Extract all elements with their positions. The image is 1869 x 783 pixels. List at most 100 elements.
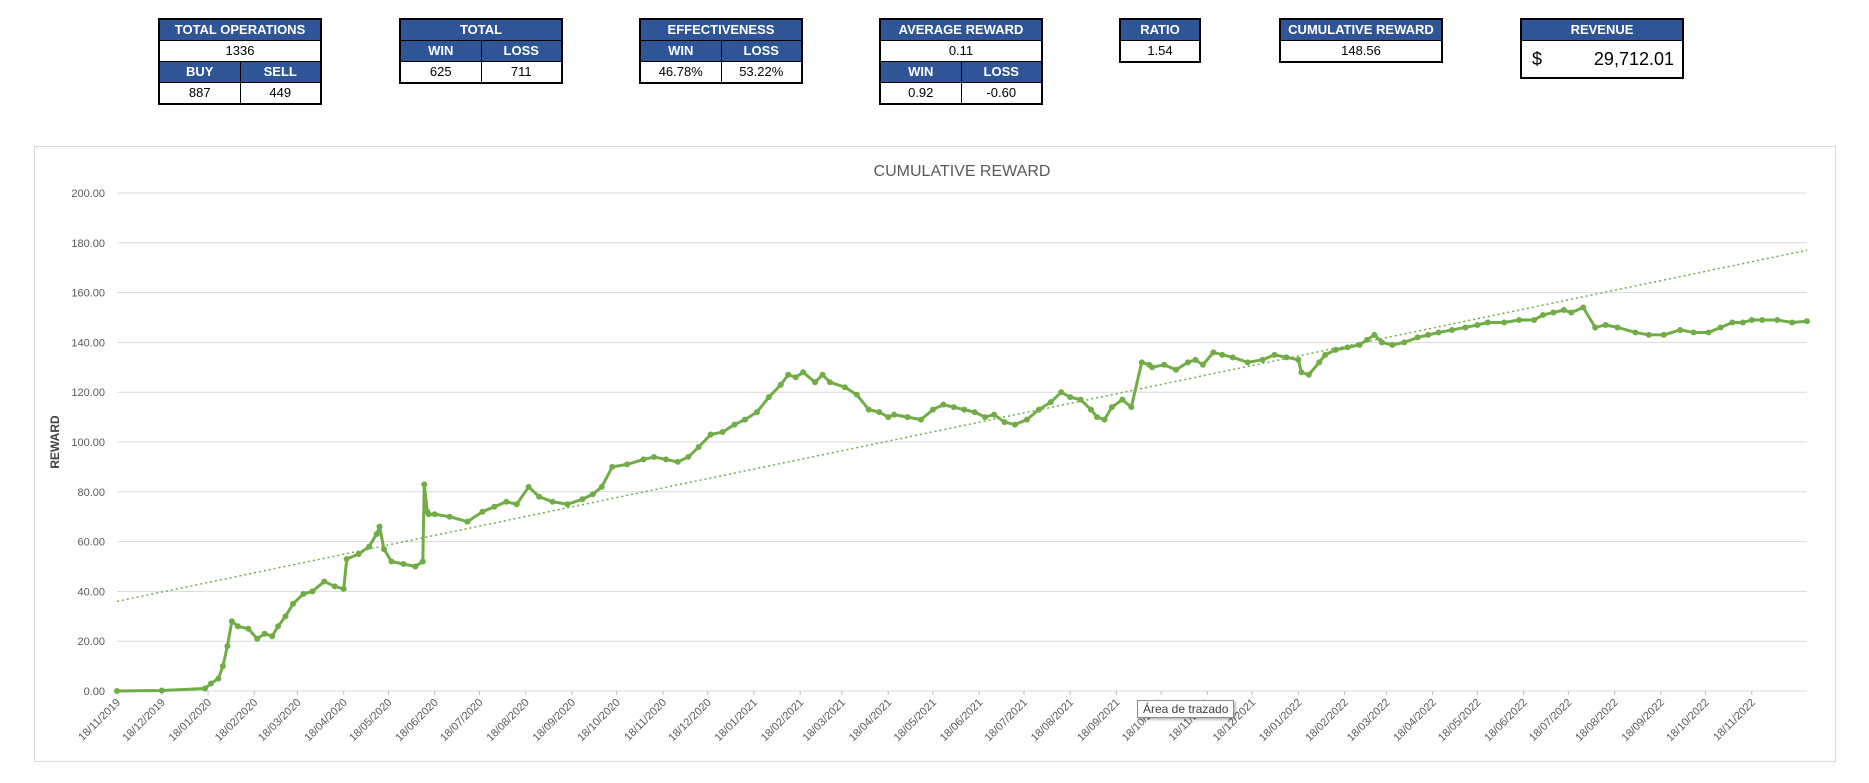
x-tick-label: 18/08/2022 (1573, 697, 1620, 744)
revenue-currency: $ (1532, 48, 1543, 69)
data-point (446, 513, 453, 520)
average-reward-header: AVERAGE REWARD (881, 20, 1041, 41)
data-point (1219, 351, 1226, 358)
data-point (1363, 336, 1370, 343)
data-point (841, 384, 848, 391)
data-point (640, 456, 647, 463)
data-point (388, 558, 395, 565)
data-point (1119, 396, 1126, 403)
data-point (777, 381, 784, 388)
data-point (812, 379, 819, 386)
data-point (400, 561, 407, 568)
data-point (1789, 319, 1796, 326)
x-tick-label: 18/03/2021 (801, 697, 848, 744)
data-point (1448, 326, 1455, 333)
data-point (321, 578, 328, 585)
average-reward-loss-label: LOSS (960, 62, 1041, 82)
data-point (741, 416, 748, 423)
data-point (275, 623, 282, 630)
data-point (1298, 369, 1305, 376)
data-point (885, 414, 892, 421)
revenue-header: REVENUE (1522, 20, 1682, 41)
ratio-header: RATIO (1121, 20, 1199, 41)
total-box: TOTAL WIN LOSS 625 711 (399, 18, 563, 84)
total-operations-value: 1336 (225, 43, 255, 58)
data-point (1705, 329, 1712, 336)
data-point (421, 481, 428, 488)
revenue-row: $ 29,712.01 (1522, 41, 1682, 77)
data-point (785, 371, 792, 378)
data-point (1660, 331, 1667, 338)
x-tick-label: 18/01/2022 (1257, 697, 1304, 744)
data-point (1161, 361, 1168, 368)
data-point (1516, 316, 1523, 323)
data-point (1316, 359, 1323, 366)
data-point (650, 453, 657, 460)
data-point (1592, 324, 1599, 331)
x-tick-label: 18/05/2020 (347, 697, 394, 744)
total-win-label: WIN (401, 41, 481, 61)
data-point (114, 688, 120, 694)
data-point (376, 523, 383, 530)
total-operations-header: TOTAL OPERATIONS (160, 20, 320, 41)
data-point (1067, 394, 1074, 401)
x-tick-label: 18/07/2020 (438, 697, 485, 744)
data-point (929, 406, 936, 413)
data-point (1568, 309, 1575, 316)
data-point (589, 491, 596, 498)
data-point (228, 618, 235, 625)
data-point (1047, 399, 1054, 406)
data-point (366, 543, 373, 550)
data-point (1389, 341, 1396, 348)
sell-label: SELL (239, 62, 320, 82)
data-point (1729, 319, 1736, 326)
data-point (479, 508, 486, 515)
data-point (1435, 329, 1442, 336)
data-point (1138, 359, 1145, 366)
data-point (662, 456, 669, 463)
average-reward-box: AVERAGE REWARD 0.11 WIN LOSS 0.92 -0.60 (879, 18, 1043, 105)
data-point (269, 633, 276, 640)
average-reward-loss-value: -0.60 (960, 83, 1042, 103)
data-point (564, 501, 571, 508)
y-tick-label: 140.00 (71, 337, 105, 349)
total-loss-label: LOSS (480, 41, 561, 61)
y-tick-label: 100.00 (71, 437, 105, 449)
data-point (224, 643, 231, 650)
average-reward-win-label: WIN (881, 62, 961, 82)
data-point (865, 406, 872, 413)
data-point (1173, 366, 1180, 373)
data-point (536, 493, 543, 500)
data-point (549, 498, 556, 505)
x-tick-label: 18/04/2022 (1391, 697, 1438, 744)
data-point (961, 406, 968, 413)
cumulative-reward-header: CUMULATIVE REWARD (1281, 20, 1441, 41)
series-line (116, 306, 1808, 693)
y-tick-label: 80.00 (77, 487, 105, 499)
data-point (1804, 318, 1810, 325)
data-point (412, 563, 419, 570)
chart-area[interactable]: CUMULATIVE REWARD 0.00 20.00 40.00 60.00 80.0… (34, 146, 1836, 762)
ratio-box: RATIO 1.54 (1119, 18, 1201, 63)
data-point (685, 453, 692, 460)
y-tick-label: 120.00 (71, 387, 105, 399)
x-tick-label: 18/06/2020 (393, 697, 440, 744)
data-point (1414, 334, 1421, 341)
x-tick-label: 18/09/2021 (1075, 697, 1122, 744)
data-point (1484, 319, 1491, 326)
data-point (1295, 356, 1302, 363)
data-point (464, 518, 471, 525)
data-point (1425, 331, 1432, 338)
data-point (1001, 419, 1008, 426)
x-tick-label: 18/07/2021 (983, 697, 1030, 744)
plot-area-tooltip: Área de trazado (1137, 700, 1235, 718)
data-point (1774, 316, 1781, 323)
data-point (731, 421, 738, 428)
data-point (971, 409, 978, 416)
data-point (917, 416, 924, 423)
data-point (340, 585, 347, 592)
data-point (579, 496, 586, 503)
data-point (695, 443, 702, 450)
ratio-value: 1.54 (1147, 43, 1173, 58)
data-point (1077, 396, 1084, 403)
